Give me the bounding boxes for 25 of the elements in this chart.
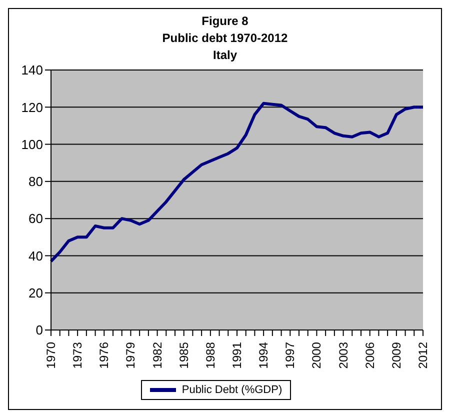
x-tick-label: 1991 bbox=[230, 342, 244, 369]
x-tick-label: 1982 bbox=[150, 342, 164, 369]
y-tick-label: 140 bbox=[21, 62, 43, 78]
x-tick-label: 1988 bbox=[203, 342, 218, 369]
x-tick-label: 2003 bbox=[336, 342, 350, 369]
x-tick-label: 2012 bbox=[416, 342, 430, 369]
x-tick-label: 1973 bbox=[70, 342, 85, 369]
y-tick-label: 100 bbox=[21, 136, 43, 152]
y-tick-label: 0 bbox=[36, 322, 43, 338]
x-tick-label: 2009 bbox=[389, 342, 404, 369]
x-tick-label: 2000 bbox=[310, 342, 324, 369]
chart-title: Figure 8 Public debt 1970-2012 Italy bbox=[161, 13, 289, 64]
x-tick-label: 1976 bbox=[97, 342, 112, 369]
y-tick-label: 60 bbox=[28, 211, 43, 226]
x-tick-label: 1997 bbox=[283, 342, 298, 369]
y-tick-label: 40 bbox=[28, 248, 43, 264]
x-tick-label: 1979 bbox=[124, 342, 138, 369]
y-tick-label: 20 bbox=[28, 285, 43, 300]
x-tick-label: 1985 bbox=[176, 342, 191, 369]
x-tick-label: 1970 bbox=[44, 342, 58, 369]
legend-label: Public Debt (%GDP) bbox=[180, 384, 282, 396]
y-tick-label: 80 bbox=[28, 174, 43, 190]
y-tick-label: 120 bbox=[21, 100, 43, 115]
x-tick-label: 2006 bbox=[362, 342, 377, 369]
x-tick-label: 1994 bbox=[256, 342, 271, 369]
